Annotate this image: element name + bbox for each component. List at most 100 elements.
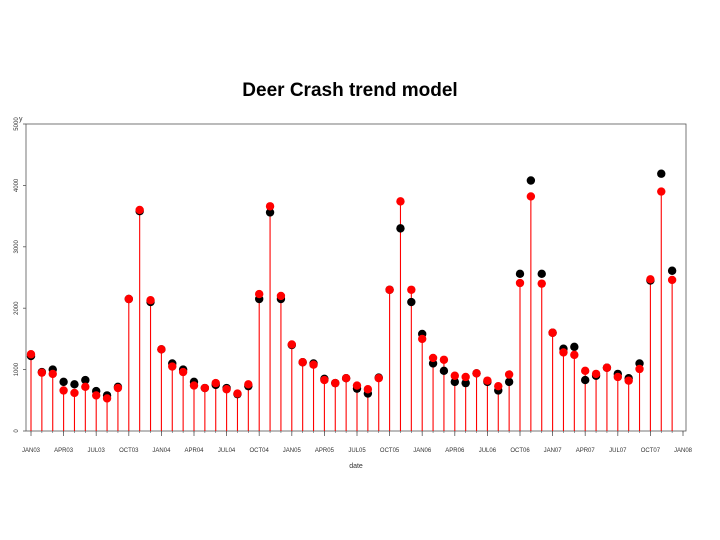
- data-point-red: [635, 364, 644, 374]
- data-point-red: [472, 369, 481, 378]
- data-point-red: [624, 376, 633, 385]
- data-point-red: [385, 285, 394, 294]
- y-tick-label: 2000: [14, 301, 20, 315]
- x-tick-label: APR04: [184, 448, 204, 454]
- data-point-red: [211, 378, 220, 388]
- data-point-red: [48, 369, 57, 379]
- data-point-red: [168, 362, 177, 371]
- data-point-black: [59, 377, 68, 387]
- data-point-red: [407, 285, 416, 294]
- data-point-red: [657, 187, 666, 196]
- plot-frame: [25, 123, 687, 432]
- x-tick-label: JAN06: [413, 448, 432, 454]
- data-point-red: [526, 192, 536, 201]
- x-tick-label: APR07: [576, 448, 596, 454]
- x-tick-label: APR06: [445, 448, 465, 454]
- data-point-red: [548, 328, 557, 337]
- data-point-black: [526, 176, 536, 185]
- data-point-red: [189, 381, 199, 390]
- data-point-red: [222, 385, 231, 394]
- chart-title: Deer Crash trend model: [242, 80, 458, 101]
- x-tick-label: JUL05: [348, 448, 366, 454]
- x-tick-label: OCT06: [510, 448, 530, 454]
- data-point-black: [667, 266, 677, 275]
- data-point-black: [396, 224, 405, 233]
- data-point-red: [244, 380, 253, 389]
- data-point-red: [320, 375, 329, 385]
- data-point-red: [418, 334, 427, 344]
- data-point-red: [233, 389, 242, 398]
- data-point-red: [494, 381, 503, 391]
- data-point-red: [363, 385, 373, 394]
- data-point-red: [461, 372, 470, 382]
- y-tick-label: 5000: [14, 117, 20, 131]
- data-point-red: [178, 367, 188, 377]
- data-point-red: [591, 369, 601, 379]
- data-point-red: [81, 382, 90, 391]
- chart-marks: [26, 169, 677, 431]
- x-tick-label: OCT04: [250, 448, 270, 454]
- data-point-red: [504, 370, 514, 379]
- y-tick-label: 4000: [14, 178, 20, 192]
- data-point-black: [407, 297, 416, 307]
- data-point-red: [70, 388, 79, 398]
- x-tick-label: OCT03: [119, 448, 139, 454]
- data-point-red: [515, 278, 525, 288]
- data-point-red: [265, 202, 275, 211]
- x-axis-title: date: [349, 463, 363, 470]
- x-tick-label: JUL03: [88, 448, 106, 454]
- y-tick-label: 3000: [14, 239, 20, 253]
- data-point-red: [92, 391, 101, 400]
- data-point-red: [537, 279, 546, 288]
- data-point-red: [146, 296, 155, 305]
- data-point-red: [341, 373, 351, 383]
- data-point-black: [537, 269, 546, 279]
- data-point-black: [570, 342, 579, 352]
- x-tick-label: JAN03: [22, 448, 41, 454]
- data-point-black: [581, 375, 590, 385]
- x-tick-label: APR03: [54, 448, 74, 454]
- data-point-red: [613, 372, 622, 382]
- data-point-red: [450, 371, 459, 380]
- data-point-black: [70, 380, 79, 389]
- x-tick-label: APR05: [315, 448, 335, 454]
- x-tick-label: JUL07: [609, 448, 627, 454]
- data-point-red: [483, 376, 492, 385]
- x-tick-label: JUL04: [218, 448, 236, 454]
- data-point-black: [657, 169, 666, 178]
- data-point-black: [439, 366, 449, 376]
- x-tick-label: OCT07: [641, 448, 661, 454]
- y-axis-title: y: [19, 116, 23, 123]
- data-point-red: [113, 383, 123, 393]
- data-point-red: [646, 275, 655, 284]
- data-point-black: [450, 377, 459, 387]
- data-point-black: [461, 378, 470, 388]
- data-point-black: [81, 375, 90, 385]
- data-point-black: [265, 208, 275, 217]
- data-point-red: [37, 368, 47, 377]
- x-tick-label: JAN05: [283, 448, 302, 454]
- data-point-red: [331, 378, 340, 388]
- y-tick-label: 1000: [14, 362, 20, 376]
- data-point-red: [255, 289, 264, 299]
- x-tick-label: JAN08: [674, 448, 693, 454]
- data-point-red: [276, 291, 286, 301]
- x-tick-label: JUL06: [479, 448, 497, 454]
- data-point-red: [200, 383, 210, 393]
- data-point-red: [374, 373, 383, 383]
- data-point-red: [667, 275, 677, 285]
- data-point-red: [26, 350, 36, 359]
- data-point-red: [602, 363, 612, 372]
- data-point-red: [428, 353, 438, 363]
- data-point-red: [298, 358, 307, 367]
- data-point-red: [581, 366, 590, 376]
- data-point-red: [396, 197, 405, 206]
- data-point-red: [124, 294, 133, 304]
- data-point-red: [352, 381, 362, 390]
- data-point-red: [287, 340, 296, 349]
- data-point-black: [504, 377, 514, 387]
- data-point-red: [559, 348, 568, 357]
- x-tick-label: OCT05: [380, 448, 400, 454]
- data-point-red: [157, 345, 166, 354]
